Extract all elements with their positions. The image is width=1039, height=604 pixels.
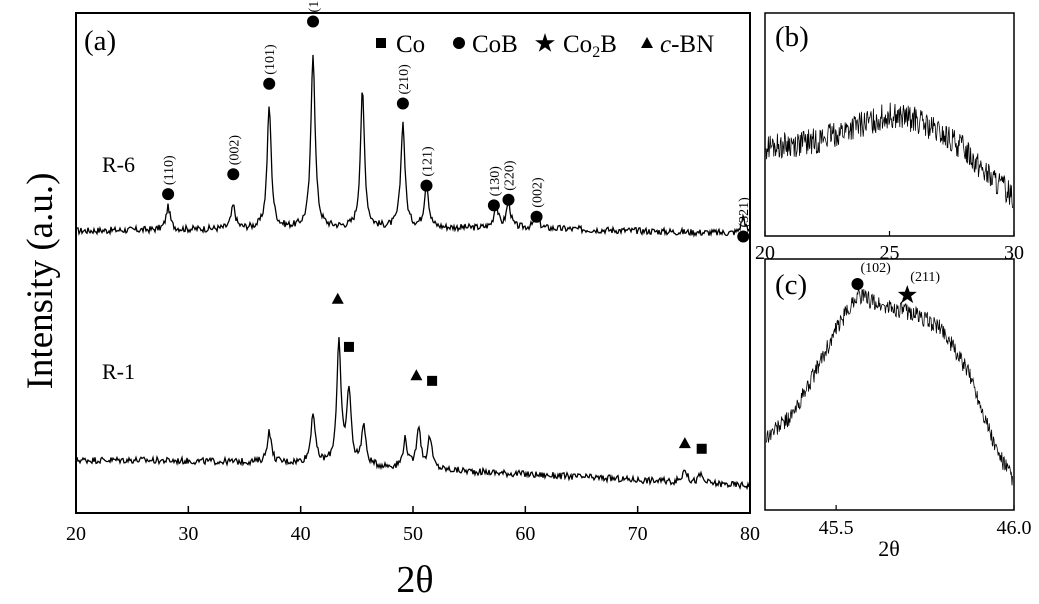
panel-c-x-tick-label-1: 46.0 bbox=[997, 517, 1032, 539]
legend-cbn-triangle-marker bbox=[641, 37, 653, 48]
marker-r-6-cob-0 bbox=[162, 188, 175, 201]
panel-c-marker-co2b bbox=[897, 285, 917, 304]
x-tick-label-40: 40 bbox=[291, 523, 311, 545]
legend-cbn-label: c-BN bbox=[660, 31, 714, 58]
legend: Co CoB Co2B c-BN bbox=[376, 31, 714, 61]
marker-r-6-cob-3 bbox=[307, 15, 320, 28]
panel-b-trace bbox=[765, 102, 1013, 209]
x-tick-label-20: 20 bbox=[66, 523, 86, 545]
panel-c-label: (c) bbox=[775, 269, 807, 301]
x-tick-label-30: 30 bbox=[178, 523, 198, 545]
legend-cob-label: CoB bbox=[472, 31, 518, 58]
legend-co2b-label: Co2B bbox=[563, 31, 617, 61]
legend-co-square-marker bbox=[376, 38, 386, 48]
marker-r-1-co-1 bbox=[343, 341, 354, 352]
series-label-r1: R-1 bbox=[102, 359, 135, 384]
marker-r-6-cob-9 bbox=[737, 230, 750, 243]
marker-r-1-c-bn-4 bbox=[678, 437, 691, 449]
hkl-label-r-6-3: (111) bbox=[307, 0, 322, 12]
series-label-r6: R-6 bbox=[102, 152, 135, 177]
y-axis-label: Intensity (a.u.) bbox=[20, 173, 61, 390]
panel-b-broad-hump: (b) 20 25 30 bbox=[755, 12, 1024, 264]
panel-c-x-tick-label-0: 45.5 bbox=[819, 517, 854, 539]
panel-a-xrd-patterns: (a) Intensity (a.u.) 2θ Co CoB Co2B c-BN… bbox=[20, 0, 760, 601]
x-axis-label: 2θ bbox=[396, 559, 433, 601]
marker-r-1-co-5 bbox=[696, 443, 707, 454]
marker-r-1-c-bn-0 bbox=[331, 292, 344, 304]
panel-c-frame bbox=[764, 258, 1015, 511]
marker-r-1-c-bn-2 bbox=[410, 369, 423, 381]
panel-a-x-ticks: 20 30 40 50 60 70 80 bbox=[66, 506, 760, 545]
legend-co2b-tail: B bbox=[600, 31, 617, 58]
legend-co2b-subscript: 2 bbox=[592, 44, 600, 61]
hkl-label-r-6-4: (210) bbox=[397, 64, 412, 95]
marker-r-6-cob-5 bbox=[420, 179, 433, 192]
hkl-label-r-6-7: (220) bbox=[502, 160, 517, 191]
trace-panel-c bbox=[765, 288, 1013, 486]
trace-r-1 bbox=[76, 337, 750, 491]
hkl-label-r-6-9: (321) bbox=[737, 197, 752, 228]
panel-a-traces bbox=[76, 54, 750, 491]
trace-panel-b bbox=[765, 102, 1013, 209]
panel-c-marker-cob bbox=[851, 278, 864, 290]
marker-r-6-cob-4 bbox=[396, 97, 409, 110]
legend-cbn-tail: -BN bbox=[671, 31, 714, 58]
panel-a-peak-markers: (110) (002) (101) (111) (210) (121) (130)(220)… bbox=[162, 0, 752, 454]
x-tick-label-60: 60 bbox=[515, 523, 535, 545]
x-tick-label-50: 50 bbox=[403, 523, 423, 545]
panel-c-trace bbox=[765, 288, 1013, 486]
panel-c-hkl-label-1: (211) bbox=[910, 270, 940, 285]
x-tick-label-80: 80 bbox=[740, 523, 760, 545]
marker-r-6-cob-1 bbox=[227, 168, 240, 181]
marker-r-1-co-3 bbox=[427, 375, 438, 386]
hkl-label-r-6-0: (110) bbox=[162, 155, 177, 185]
panel-c-hkl-label-0: (102) bbox=[860, 261, 891, 276]
marker-r-6-cob-6 bbox=[487, 199, 500, 212]
panel-b-label: (b) bbox=[775, 21, 809, 53]
hkl-label-r-6-8: (002) bbox=[531, 177, 546, 208]
legend-co2b-text: Co bbox=[563, 31, 592, 58]
legend-co2b-star-marker bbox=[535, 33, 555, 52]
marker-r-6-cob-8 bbox=[530, 210, 543, 223]
hkl-label-r-6-6: (130) bbox=[488, 166, 503, 197]
panel-a-frame bbox=[75, 12, 751, 514]
marker-r-6-cob-2 bbox=[263, 77, 276, 90]
panel-c-x-ticks: 45.5 46.0 bbox=[819, 505, 1032, 539]
panel-a-label: (a) bbox=[84, 25, 116, 57]
panel-c-x-axis-label: 2θ bbox=[878, 536, 900, 561]
hkl-label-r-6-5: (121) bbox=[420, 146, 435, 177]
marker-r-6-cob-7 bbox=[502, 193, 515, 206]
legend-cob-circle-marker bbox=[453, 37, 465, 49]
panel-c-zoomed-peak: (c) (102) (211) 45.5 46.0 2θ bbox=[764, 258, 1032, 561]
legend-cbn-italic: c bbox=[660, 31, 671, 58]
hkl-label-r-6-2: (101) bbox=[263, 44, 278, 75]
legend-co-label: Co bbox=[396, 31, 425, 58]
panel-c-peak-markers: (102) (211) bbox=[851, 261, 940, 304]
trace-r-6 bbox=[76, 54, 750, 238]
x-tick-label-70: 70 bbox=[628, 523, 648, 545]
hkl-label-r-6-1: (002) bbox=[227, 135, 242, 166]
